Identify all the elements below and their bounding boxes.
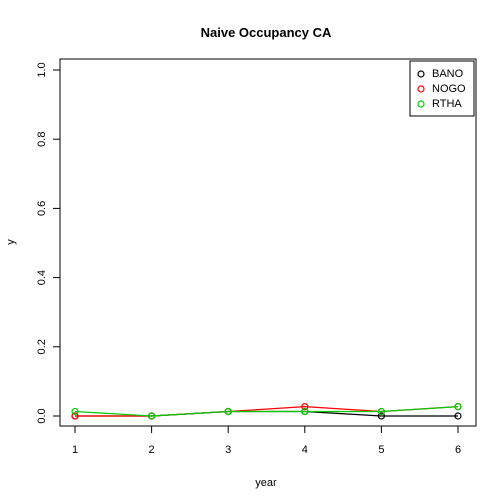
y-tick-label-2: 0.4 <box>36 270 48 285</box>
x-tick-label-0: 1 <box>72 444 78 456</box>
x-tick-label-4: 5 <box>378 444 384 456</box>
y-tick-label-1: 0.2 <box>36 339 48 354</box>
y-tick-label-3: 0.6 <box>36 201 48 216</box>
series-layer <box>72 404 461 419</box>
legend-label-rtha: RTHA <box>432 98 462 110</box>
x-tick-label-1: 2 <box>149 444 155 456</box>
x-tick-label-3: 4 <box>302 444 308 456</box>
y-axis: 0.0 0.2 0.4 0.6 0.8 1.0 <box>36 62 60 423</box>
legend-label-nogo: NOGO <box>432 83 466 95</box>
y-tick-label-0: 0.0 <box>36 408 48 423</box>
y-tick-label-5: 1.0 <box>36 62 48 77</box>
chart-title: Naive Occupancy CA <box>201 25 332 40</box>
x-axis-label: year <box>255 477 277 489</box>
x-axis: 1 2 3 4 5 6 <box>72 426 461 456</box>
legend: BANO NOGO RTHA <box>410 61 474 116</box>
y-tick-label-4: 0.8 <box>36 132 48 147</box>
y-axis-label: y <box>5 239 17 245</box>
series-line-rtha <box>75 407 458 416</box>
x-tick-label-5: 6 <box>455 444 461 456</box>
x-tick-label-2: 3 <box>225 444 231 456</box>
legend-label-bano: BANO <box>432 68 464 80</box>
